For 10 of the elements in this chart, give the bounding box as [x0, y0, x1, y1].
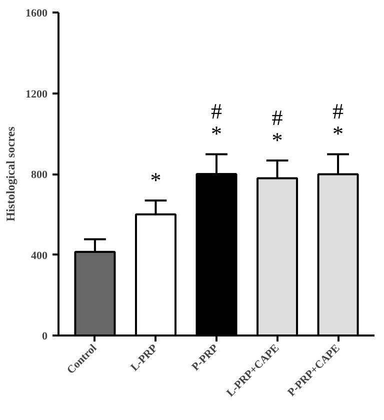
y-axis-title: Histological socres: [4, 126, 18, 222]
y-tick-label: 1200: [26, 88, 48, 100]
y-tick-label: 1600: [26, 8, 48, 20]
y-tick-label: 800: [31, 169, 48, 181]
annotation: # *: [272, 104, 283, 152]
y-tick-label: 0: [42, 330, 48, 342]
annotation: *: [150, 167, 162, 192]
annotation: # *: [332, 98, 344, 146]
y-tick-label: 400: [31, 250, 48, 262]
annotation: # *: [211, 98, 222, 146]
